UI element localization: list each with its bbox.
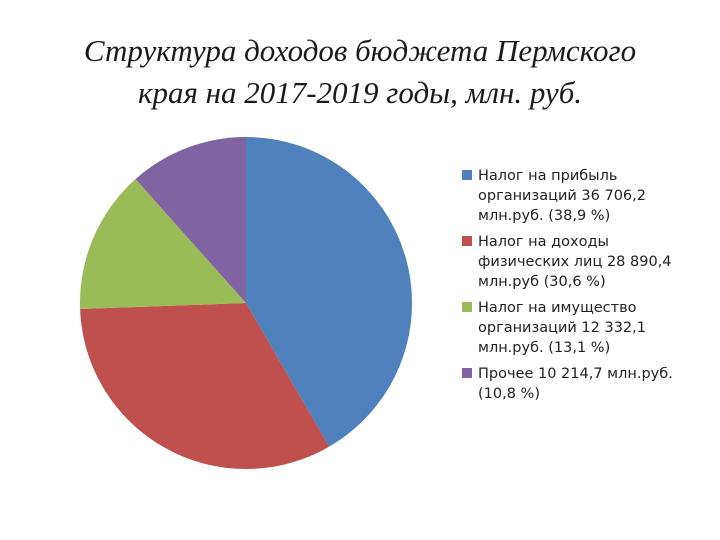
legend-item-2: Налог на доходы физических лиц 28 890,4 мл… [462, 232, 692, 292]
pie-slice-1 [246, 137, 412, 447]
chart-legend: Налог на прибыль организаций 36 706,2 млн.… [462, 166, 692, 410]
legend-label-line: млн.руб. (13,1 %) [478, 340, 611, 356]
chart-title-line-2: края на 2017-2019 годы, млн. руб. [137, 75, 583, 110]
legend-item-4: Прочее 10 214,7 млн.руб. (10,8 %) [462, 364, 692, 404]
legend-swatch [462, 170, 472, 180]
legend-label-line: организаций 12 332,1 [478, 320, 646, 336]
legend-label-line: организаций 36 706,2 [478, 188, 646, 204]
legend-label-line: млн.руб. (38,9 %) [478, 208, 611, 224]
legend-label-line: Прочее 10 214,7 млн.руб. [478, 366, 673, 382]
pie-slice-2 [80, 303, 330, 469]
chart-title-line-1: Структура доходов бюджета Пермского [83, 33, 637, 68]
legend-swatch [462, 236, 472, 246]
legend-label-line: Налог на имущество [478, 300, 637, 316]
legend-label-line: (10,8 %) [478, 386, 540, 402]
legend-label-line: Налог на доходы [478, 234, 609, 250]
legend-label-line: Налог на прибыль [478, 168, 618, 184]
pie-slice-4 [135, 137, 246, 303]
legend-label-line: физических лиц 28 890,4 [478, 254, 672, 270]
legend-item-3: Налог на имущество организаций 12 332,1 мл… [462, 298, 692, 358]
legend-swatch [462, 368, 472, 378]
legend-item-1: Налог на прибыль организаций 36 706,2 млн.… [462, 166, 692, 226]
legend-swatch [462, 302, 472, 312]
legend-label-line: млн.руб (30,6 %) [478, 274, 606, 290]
pie-slice-3 [80, 179, 246, 310]
chart-title: Структура доходов бюджета Пермского края… [20, 30, 700, 114]
